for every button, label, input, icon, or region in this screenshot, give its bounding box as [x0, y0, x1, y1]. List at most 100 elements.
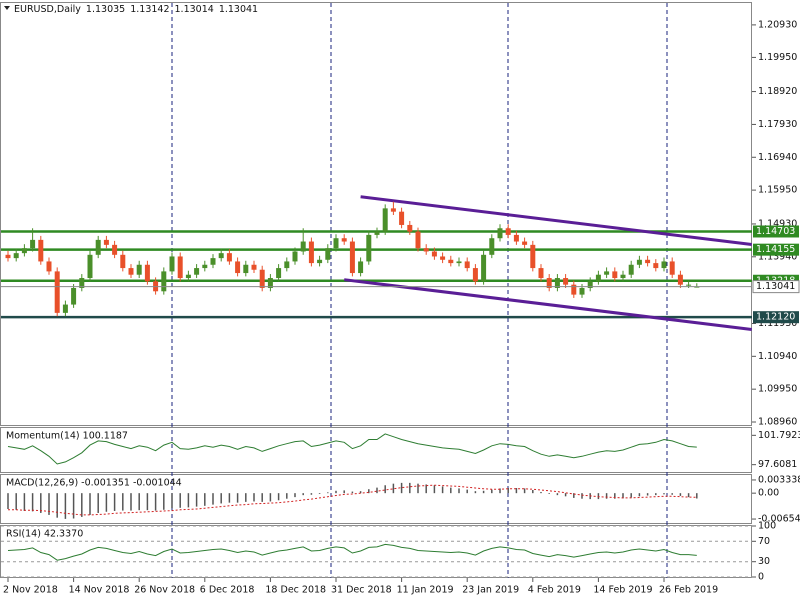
- candle-body: [226, 253, 232, 262]
- candle-body: [218, 253, 224, 259]
- main-panel: [0, 2, 752, 426]
- candle-body: [161, 271, 167, 292]
- candle-body: [202, 264, 208, 269]
- candle-body: [30, 239, 36, 249]
- candle-body: [194, 268, 200, 275]
- candle-body: [489, 238, 495, 255]
- x-tick-label: 14 Nov 2018: [69, 585, 130, 596]
- y-tick-label: 100: [758, 521, 776, 532]
- candle-body: [636, 259, 642, 265]
- candle-body: [587, 281, 593, 288]
- x-tick-label: 11 Jan 2019: [397, 585, 454, 596]
- candle-body: [325, 248, 331, 260]
- candle-body: [358, 261, 364, 274]
- candle-body: [382, 208, 388, 232]
- candle-body: [628, 264, 634, 275]
- y-tick-label: 1.17930: [758, 119, 797, 130]
- candle-body: [612, 271, 618, 279]
- chart-header: EURUSD,Daily 1.13035 1.13142 1.13014 1.13041: [14, 4, 258, 15]
- level-label-box: [753, 243, 799, 256]
- candle-body: [177, 256, 183, 279]
- candle-body: [308, 241, 314, 264]
- candle-body: [185, 274, 191, 279]
- header-item: 1.13035: [86, 4, 125, 15]
- candle-body: [95, 239, 101, 255]
- y-tick-label: 1.09950: [758, 384, 797, 395]
- y-tick-label: 1.11930: [758, 318, 797, 329]
- candle-body: [341, 238, 347, 242]
- header-item: 1.13014: [175, 4, 214, 15]
- y-tick-label: 97.6081: [758, 459, 797, 470]
- candle-body: [522, 241, 528, 245]
- y-tick-label: 1.18920: [758, 86, 797, 97]
- candle-body: [284, 261, 290, 269]
- indicator-line: [7, 433, 697, 465]
- candle-body: [440, 256, 446, 260]
- x-tick-label: 26 Feb 2019: [659, 585, 718, 596]
- candle-body: [46, 261, 52, 272]
- candle-body: [128, 268, 134, 275]
- y-tick-label: -0.006542: [758, 514, 800, 525]
- candle-body: [210, 258, 216, 265]
- y-tick-label: 0.003338: [758, 474, 800, 485]
- candle-body: [21, 248, 27, 254]
- candle-body: [604, 271, 610, 275]
- candle-body: [415, 231, 421, 249]
- panel-title: MACD(12,26,9) -0.001351 -0.001044: [6, 478, 182, 489]
- candle-body: [563, 278, 569, 285]
- candle-body: [120, 254, 126, 269]
- candle-body: [38, 239, 44, 262]
- candle-body: [530, 244, 536, 269]
- x-tick-label: 14 Feb 2019: [593, 585, 652, 596]
- candle-body: [464, 261, 470, 269]
- candle-body: [579, 287, 585, 295]
- macd-panel: [0, 474, 752, 524]
- x-tick-label: 31 Dec 2018: [331, 585, 392, 596]
- candle-body: [251, 264, 257, 270]
- level-label-box: [753, 225, 799, 238]
- candle-body: [513, 234, 519, 242]
- y-tick-label: 1.15950: [758, 185, 797, 196]
- candle-body: [136, 264, 142, 275]
- candle-body: [349, 241, 355, 274]
- candle-body: [653, 263, 659, 269]
- candle-body: [472, 268, 478, 282]
- candle-body: [481, 254, 487, 282]
- candle-body: [54, 271, 60, 313]
- candle-body: [169, 256, 175, 272]
- period-separators: [171, 3, 668, 578]
- candle-body: [456, 261, 462, 264]
- y-tick-label: 30: [758, 556, 770, 567]
- candle-body: [87, 254, 93, 279]
- candle-body: [13, 253, 19, 259]
- y-tick-label: 70: [758, 536, 770, 547]
- current-price-box: [752, 280, 800, 294]
- y-tick-label: 0: [758, 572, 764, 583]
- candle-body: [62, 304, 68, 313]
- x-tick-label: 6 Dec 2018: [200, 585, 255, 596]
- y-tick-label: 1.16940: [758, 152, 797, 163]
- trendline: [360, 195, 752, 247]
- candle-body: [390, 208, 396, 212]
- x-tick-label: 4 Feb 2019: [528, 585, 581, 596]
- candle-body: [235, 261, 241, 274]
- header-item: EURUSD,Daily: [14, 4, 81, 15]
- header-item: 1.13142: [130, 4, 169, 15]
- candle-body: [300, 241, 306, 252]
- y-tick-label: 1.20930: [758, 19, 797, 30]
- level-label-box: [753, 311, 799, 324]
- candle-body: [554, 278, 560, 288]
- candle-body: [276, 268, 282, 279]
- x-tick-label: 23 Jan 2019: [462, 585, 519, 596]
- level-label: 1.12120: [756, 312, 795, 323]
- candle-body: [448, 259, 454, 264]
- y-tick-label: 101.7923: [758, 430, 800, 441]
- candle-body: [79, 278, 85, 288]
- candle-body: [112, 244, 118, 255]
- candle-body: [538, 268, 544, 279]
- candle-body: [71, 287, 77, 305]
- collapse-icon[interactable]: [4, 6, 10, 10]
- x-tick-label: 26 Nov 2018: [134, 585, 195, 596]
